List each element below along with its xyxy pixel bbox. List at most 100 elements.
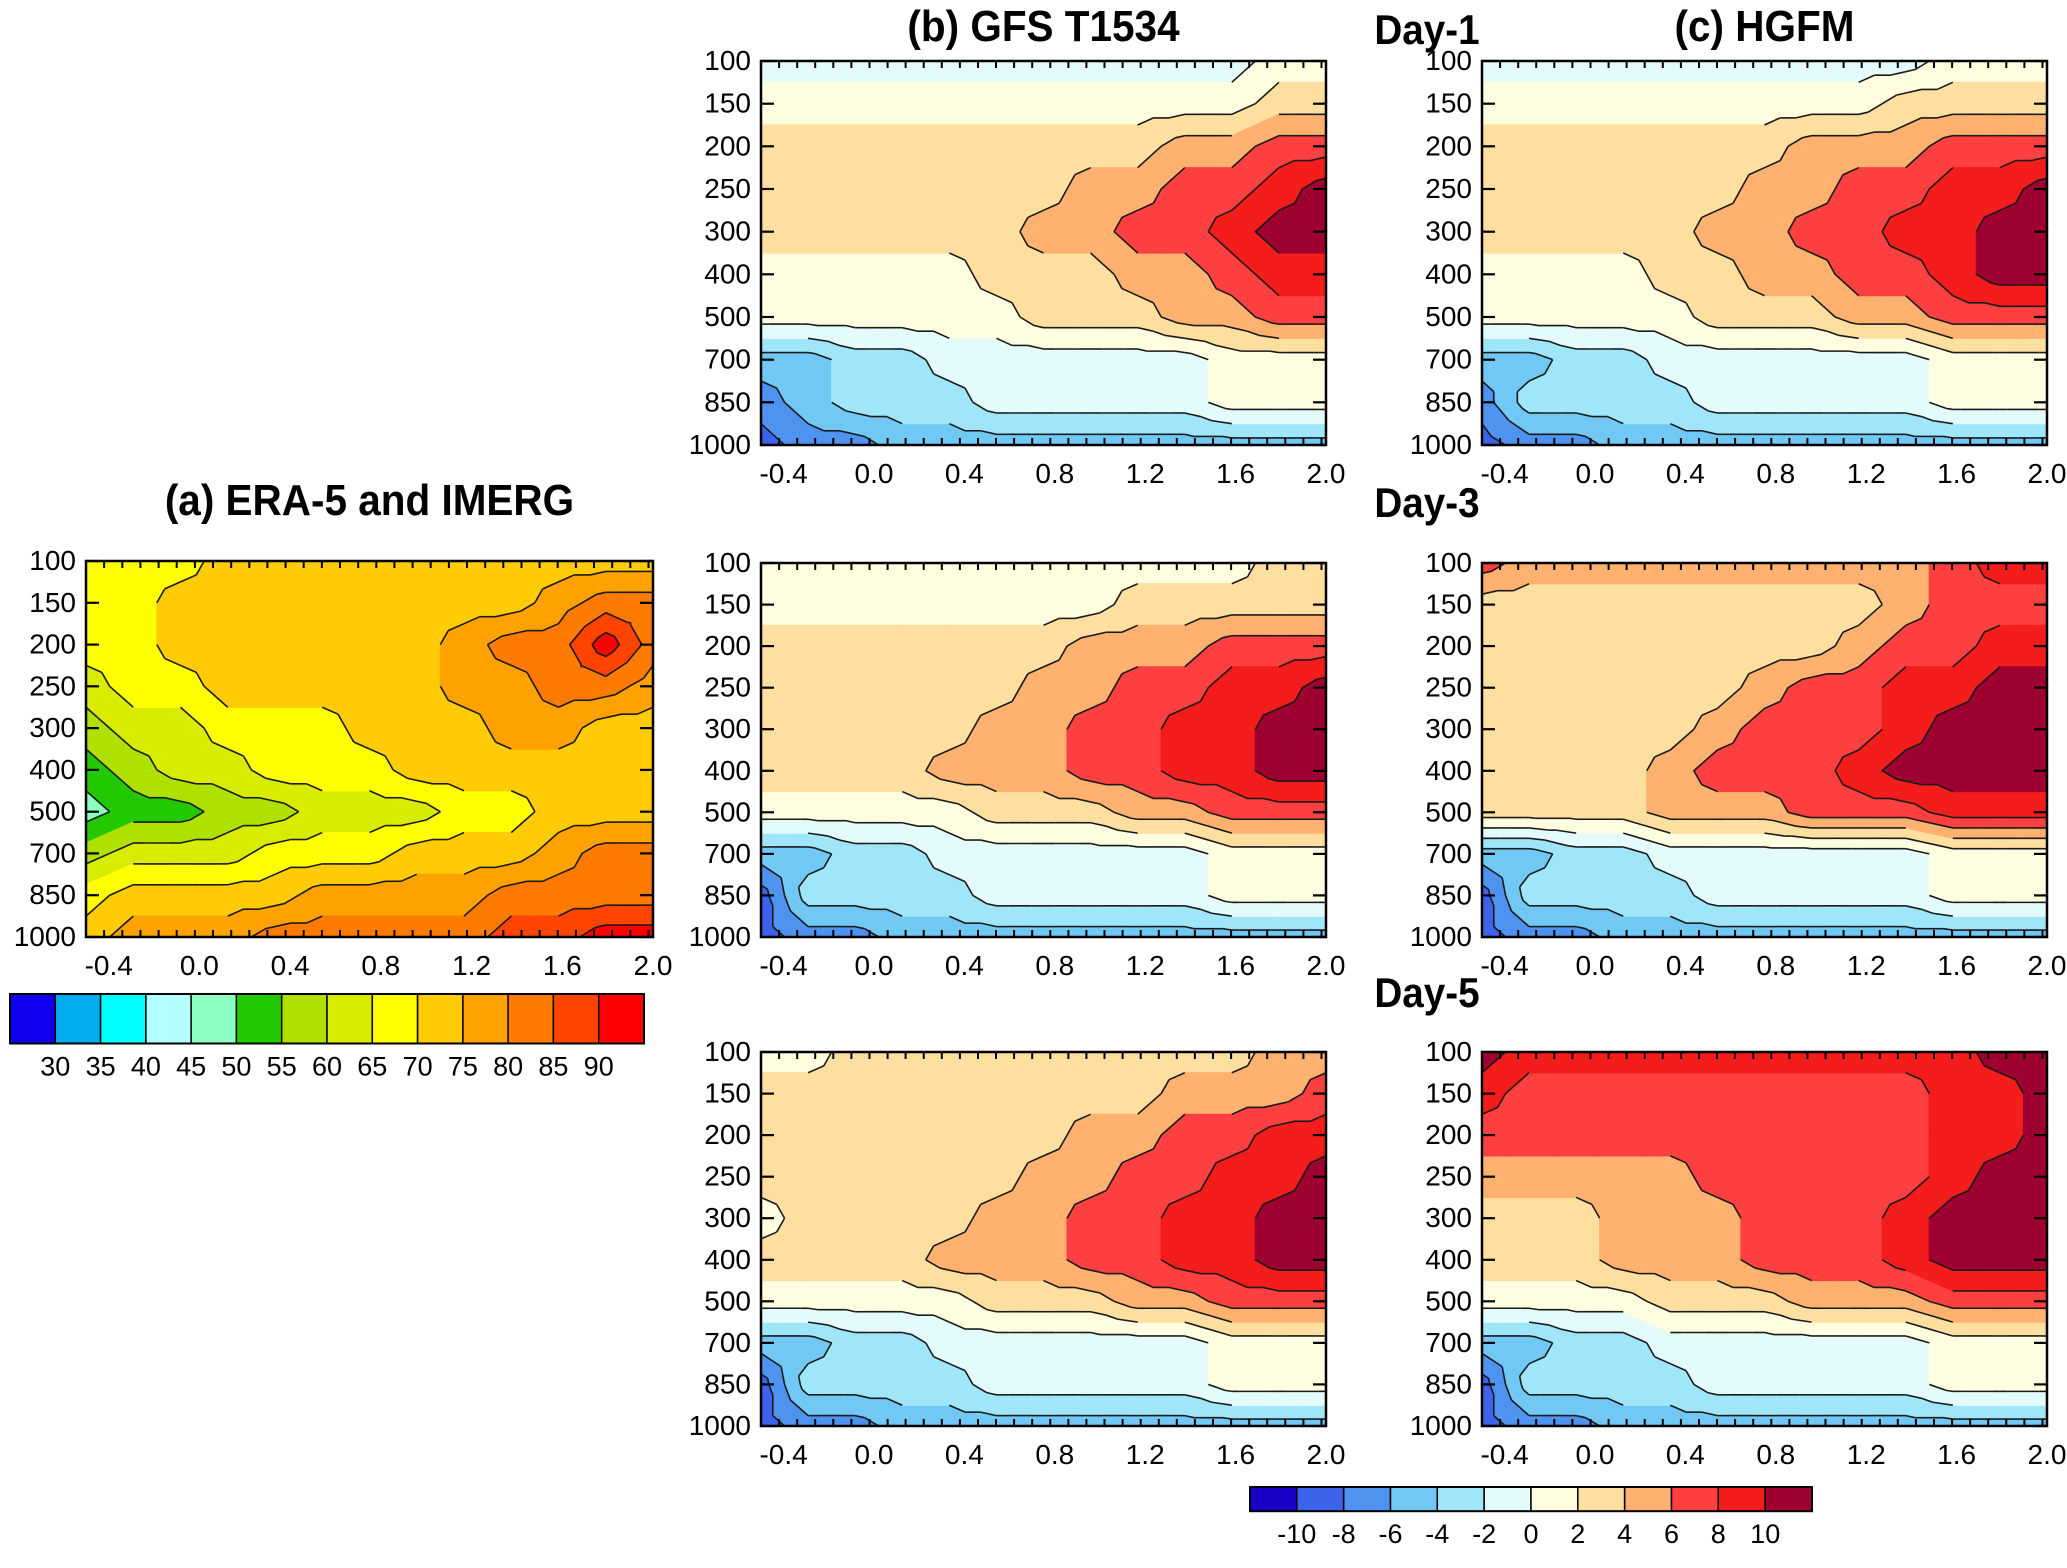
svg-text:500: 500 (1425, 1285, 1472, 1316)
svg-text:700: 700 (704, 344, 751, 375)
svg-text:55: 55 (267, 1052, 297, 1082)
svg-text:-4: -4 (1425, 1519, 1449, 1549)
svg-text:30: 30 (40, 1052, 70, 1082)
svg-text:850: 850 (704, 879, 751, 910)
svg-text:850: 850 (1425, 879, 1472, 910)
svg-text:0.0: 0.0 (855, 1439, 894, 1470)
svg-text:70: 70 (403, 1052, 433, 1082)
svg-text:500: 500 (704, 301, 751, 332)
svg-text:400: 400 (1425, 258, 1472, 289)
svg-text:-2: -2 (1472, 1519, 1496, 1549)
svg-text:300: 300 (704, 216, 751, 247)
svg-text:250: 250 (1425, 672, 1472, 703)
svg-text:1.2: 1.2 (452, 950, 491, 981)
svg-text:40: 40 (131, 1052, 161, 1082)
svg-text:-0.4: -0.4 (759, 458, 807, 489)
svg-text:250: 250 (29, 670, 76, 701)
svg-text:100: 100 (1425, 1036, 1472, 1067)
svg-text:0.8: 0.8 (1035, 458, 1074, 489)
svg-text:90: 90 (584, 1052, 614, 1082)
svg-text:45: 45 (176, 1052, 206, 1082)
svg-text:850: 850 (29, 879, 76, 910)
svg-text:0.0: 0.0 (855, 458, 894, 489)
svg-text:1.6: 1.6 (1937, 950, 1976, 981)
svg-text:0.8: 0.8 (1035, 950, 1074, 981)
svg-text:0: 0 (1523, 1519, 1538, 1549)
svg-text:4: 4 (1617, 1519, 1632, 1549)
svg-text:150: 150 (704, 589, 751, 620)
svg-text:200: 200 (1425, 1119, 1472, 1150)
svg-text:-10: -10 (1277, 1519, 1316, 1549)
svg-text:250: 250 (1425, 1161, 1472, 1192)
svg-text:35: 35 (86, 1052, 116, 1082)
svg-text:1.6: 1.6 (543, 950, 582, 981)
svg-text:400: 400 (704, 755, 751, 786)
svg-text:150: 150 (704, 88, 751, 119)
svg-text:300: 300 (704, 713, 751, 744)
svg-text:850: 850 (1425, 386, 1472, 417)
svg-text:-0.4: -0.4 (759, 950, 807, 981)
svg-text:150: 150 (1425, 88, 1472, 119)
svg-text:100: 100 (704, 1036, 751, 1067)
svg-text:0.0: 0.0 (1576, 458, 1615, 489)
svg-text:200: 200 (1425, 630, 1472, 661)
svg-text:0.8: 0.8 (1756, 950, 1795, 981)
svg-text:-0.4: -0.4 (759, 1439, 807, 1470)
svg-text:2: 2 (1570, 1519, 1585, 1549)
svg-text:400: 400 (1425, 1244, 1472, 1275)
svg-text:0.8: 0.8 (1756, 458, 1795, 489)
svg-text:-0.4: -0.4 (85, 950, 133, 981)
svg-text:250: 250 (704, 173, 751, 204)
svg-text:1.6: 1.6 (1937, 458, 1976, 489)
svg-text:150: 150 (1425, 1078, 1472, 1109)
svg-text:0.0: 0.0 (1576, 1439, 1615, 1470)
svg-text:1000: 1000 (689, 1410, 751, 1441)
svg-text:1.6: 1.6 (1216, 950, 1255, 981)
svg-text:1.6: 1.6 (1216, 458, 1255, 489)
svg-text:200: 200 (704, 130, 751, 161)
svg-text:1000: 1000 (1410, 429, 1472, 460)
svg-text:200: 200 (704, 1119, 751, 1150)
svg-text:-8: -8 (1332, 1519, 1356, 1549)
svg-text:150: 150 (1425, 589, 1472, 620)
svg-text:850: 850 (704, 1368, 751, 1399)
svg-text:0.4: 0.4 (271, 950, 310, 981)
svg-text:80: 80 (493, 1052, 523, 1082)
svg-text:0.0: 0.0 (855, 950, 894, 981)
svg-text:1.2: 1.2 (1126, 1439, 1165, 1470)
svg-text:300: 300 (1425, 1202, 1472, 1233)
svg-text:-6: -6 (1378, 1519, 1402, 1549)
svg-text:2.0: 2.0 (2028, 458, 2067, 489)
svg-text:8: 8 (1711, 1519, 1726, 1549)
svg-text:0.4: 0.4 (945, 950, 984, 981)
svg-text:2.0: 2.0 (2028, 950, 2067, 981)
svg-text:1.2: 1.2 (1847, 950, 1886, 981)
svg-text:1000: 1000 (689, 429, 751, 460)
svg-text:300: 300 (1425, 713, 1472, 744)
svg-text:100: 100 (29, 545, 76, 576)
svg-text:500: 500 (1425, 796, 1472, 827)
svg-text:2.0: 2.0 (634, 950, 673, 981)
svg-text:850: 850 (1425, 1368, 1472, 1399)
svg-text:850: 850 (704, 386, 751, 417)
svg-text:200: 200 (704, 630, 751, 661)
svg-text:1000: 1000 (689, 921, 751, 952)
svg-text:400: 400 (29, 754, 76, 785)
svg-text:1000: 1000 (1410, 1410, 1472, 1441)
svg-text:150: 150 (29, 587, 76, 618)
svg-text:0.8: 0.8 (361, 950, 400, 981)
svg-text:500: 500 (29, 796, 76, 827)
svg-text:2.0: 2.0 (1307, 1439, 1346, 1470)
svg-text:700: 700 (1425, 838, 1472, 869)
svg-text:6: 6 (1664, 1519, 1679, 1549)
svg-text:250: 250 (704, 672, 751, 703)
svg-text:0.0: 0.0 (180, 950, 219, 981)
svg-text:700: 700 (704, 838, 751, 869)
svg-text:700: 700 (29, 837, 76, 868)
svg-text:0.8: 0.8 (1756, 1439, 1795, 1470)
svg-text:1000: 1000 (1410, 921, 1472, 952)
svg-text:85: 85 (538, 1052, 568, 1082)
svg-text:400: 400 (704, 258, 751, 289)
svg-text:0.4: 0.4 (945, 458, 984, 489)
svg-text:500: 500 (704, 1285, 751, 1316)
